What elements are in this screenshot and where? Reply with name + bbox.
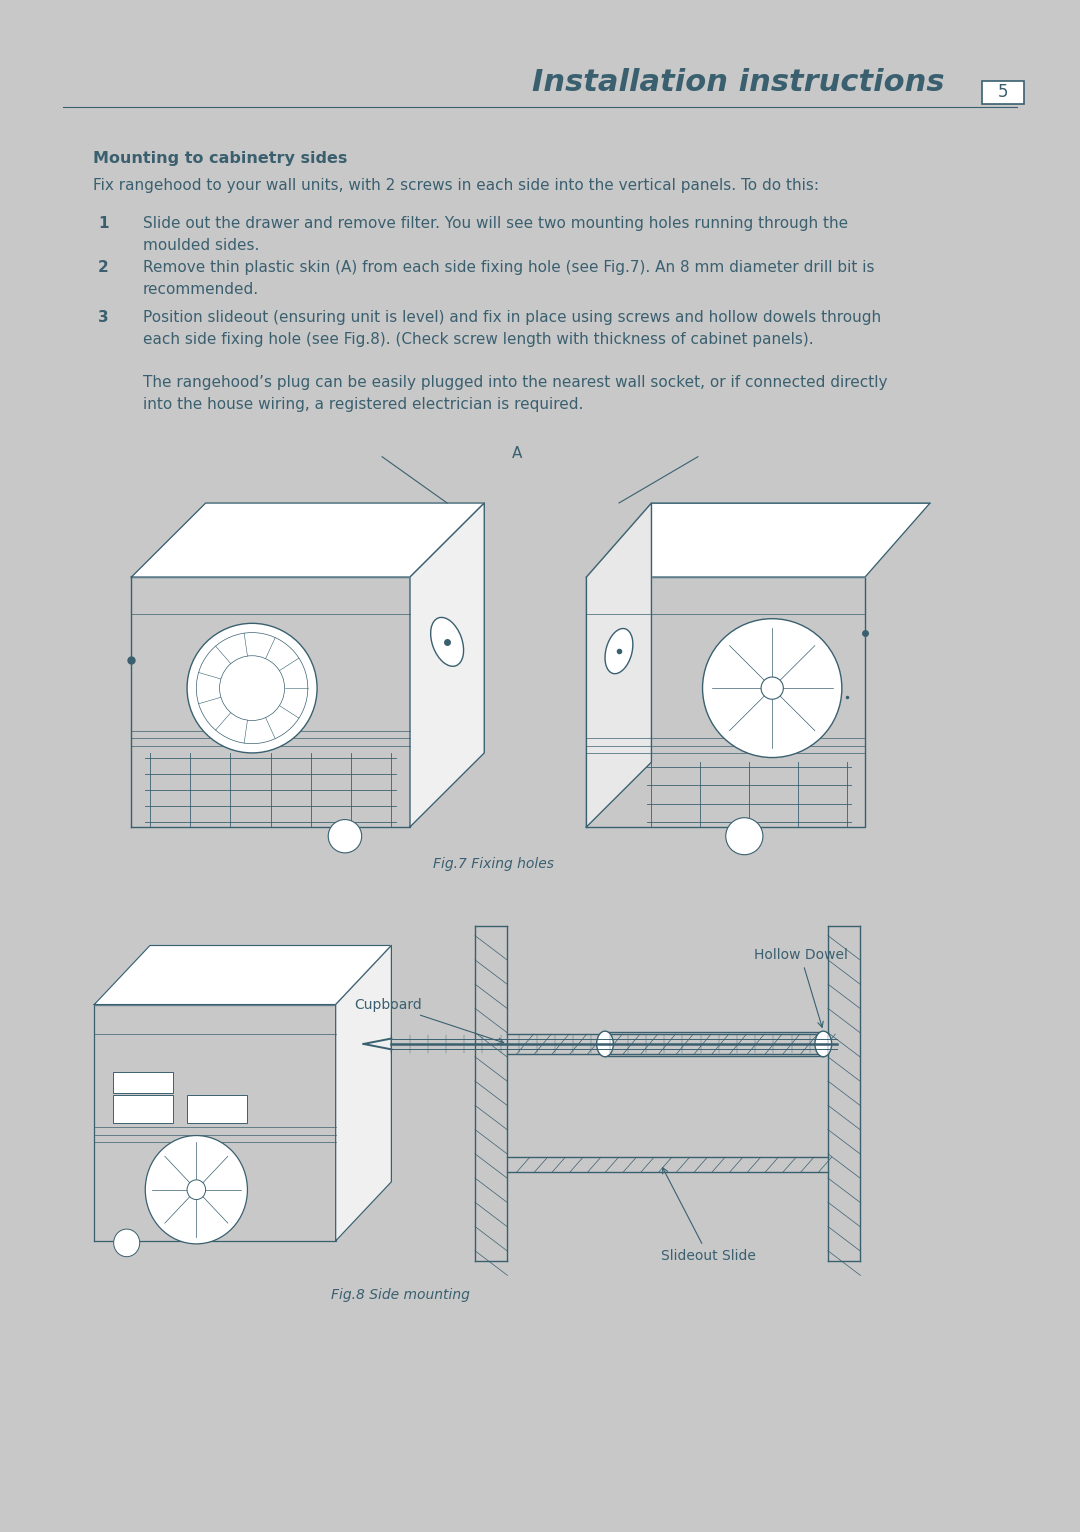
Ellipse shape: [596, 1031, 613, 1057]
Text: Cupboard: Cupboard: [354, 997, 503, 1043]
Text: Fig.7 Fixing holes: Fig.7 Fixing holes: [433, 858, 554, 872]
Circle shape: [145, 1135, 247, 1244]
Text: Installation instructions: Installation instructions: [532, 67, 945, 97]
Bar: [112, 1071, 173, 1094]
Polygon shape: [336, 945, 391, 1241]
Polygon shape: [94, 945, 391, 1005]
Polygon shape: [132, 502, 484, 578]
Bar: [187, 1095, 247, 1123]
Circle shape: [113, 1229, 139, 1256]
Text: Slideout Slide: Slideout Slide: [661, 1167, 756, 1262]
Text: Hollow Dowel: Hollow Dowel: [754, 948, 848, 1028]
Text: Fig.8 Side mounting: Fig.8 Side mounting: [332, 1288, 470, 1302]
Ellipse shape: [431, 617, 463, 666]
Circle shape: [702, 619, 842, 757]
Text: Remove thin plastic skin (A) from each side fixing hole (see Fig.7). An 8 mm dia: Remove thin plastic skin (A) from each s…: [143, 260, 874, 297]
Text: Slide out the drawer and remove filter. You will see two mounting holes running : Slide out the drawer and remove filter. …: [143, 216, 848, 253]
Circle shape: [187, 624, 318, 752]
Text: 5: 5: [998, 83, 1009, 101]
Circle shape: [187, 1180, 205, 1200]
Text: 3: 3: [98, 309, 108, 325]
Text: Fix rangehood to your wall units, with 2 screws in each side into the vertical p: Fix rangehood to your wall units, with 2…: [93, 178, 819, 193]
FancyBboxPatch shape: [982, 81, 1024, 104]
Circle shape: [761, 677, 783, 699]
Text: A: A: [512, 446, 522, 461]
Ellipse shape: [605, 628, 633, 674]
Ellipse shape: [815, 1031, 832, 1057]
Text: The rangehood’s plug can be easily plugged into the nearest wall socket, or if c: The rangehood’s plug can be easily plugg…: [143, 375, 887, 412]
Polygon shape: [586, 502, 651, 827]
Text: Mounting to cabinetry sides: Mounting to cabinetry sides: [93, 152, 348, 167]
Bar: [112, 1095, 173, 1123]
Polygon shape: [586, 502, 930, 578]
Circle shape: [328, 820, 362, 853]
Polygon shape: [410, 502, 484, 827]
Text: 2: 2: [98, 260, 109, 276]
Text: 1: 1: [98, 216, 108, 231]
Text: Position slideout (ensuring unit is level) and fix in place using screws and hol: Position slideout (ensuring unit is leve…: [143, 309, 880, 348]
Circle shape: [726, 818, 762, 855]
